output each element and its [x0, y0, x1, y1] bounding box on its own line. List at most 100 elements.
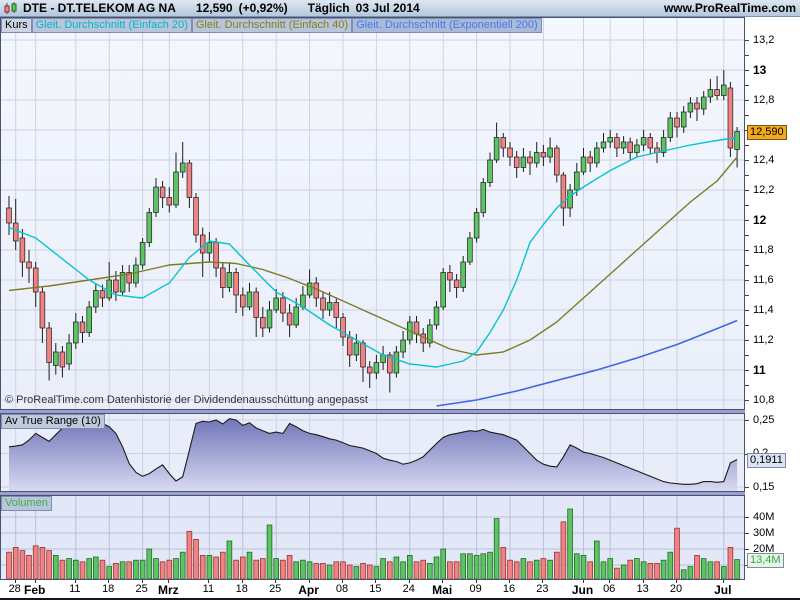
atr-indicator-panel[interactable]: Av True Range (10): [0, 413, 745, 492]
time-axis-label: Jul: [714, 583, 732, 597]
price-axis-tick: [745, 205, 749, 206]
time-axis-tick: [722, 580, 724, 583]
quote-date: 03 Jul 2014: [355, 1, 420, 15]
time-axis-label: Apr: [298, 583, 319, 597]
time-axis-label: 11: [202, 583, 215, 595]
chart-header: DTE - DT.TELEKOM AG NA 12,590 (+0,92%) T…: [0, 0, 800, 17]
atr-axis-label: 0,25: [753, 413, 775, 426]
atr-chart-canvas[interactable]: [1, 414, 744, 491]
price-chart-canvas[interactable]: [1, 18, 744, 409]
panel-separator: [0, 492, 745, 495]
time-axis-label: 18: [235, 583, 248, 595]
indicator-labels-row: Kurs Gleit. Durchschnitt (Einfach 20) Gl…: [1, 18, 542, 33]
time-axis-tick: [442, 580, 444, 583]
time-axis-tick: [14, 580, 16, 583]
time-axis-label: 13: [636, 583, 649, 595]
indicator-label-ema200[interactable]: Gleit. Durchschnitt (Exponentiell 200): [352, 18, 542, 33]
price-axis-label: 11: [753, 362, 766, 377]
time-axis-tick: [542, 580, 544, 583]
candlestick-logo-icon: [3, 1, 19, 15]
time-axis-tick: [208, 580, 210, 583]
current-atr-badge: 0,1911: [747, 452, 786, 468]
time-axis-tick: [342, 580, 343, 583]
price-axis-tick: [745, 295, 749, 296]
time-axis-label: 25: [135, 583, 148, 595]
price-axis-tick: [745, 235, 749, 236]
price-axis-tick: [745, 70, 749, 71]
price-axis-tick: [745, 160, 749, 161]
price-axis-label: 10,8: [753, 393, 775, 406]
price-axis-label: 11,8: [753, 243, 774, 256]
current-price-badge: 12,590: [747, 124, 787, 140]
price-axis-tick: [745, 145, 749, 146]
time-axis-label: 06: [603, 583, 616, 595]
symbol-title: DTE - DT.TELEKOM AG NA: [23, 1, 176, 15]
price-axis-tick: [745, 385, 749, 386]
volume-panel[interactable]: Volumen: [0, 495, 745, 580]
time-axis-label: 28: [8, 583, 21, 595]
time-axis-tick: [308, 580, 310, 583]
time-axis-tick: [475, 580, 477, 583]
time-axis-tick: [141, 580, 143, 583]
change-percent: (+0,92%): [238, 1, 288, 15]
atr-axis-tick: [745, 487, 749, 488]
price-axis-label: 13,2: [753, 33, 775, 46]
volume-axis-tick: [745, 517, 749, 518]
volume-chart-canvas[interactable]: [1, 496, 744, 579]
volume-label[interactable]: Volumen: [1, 496, 52, 511]
volume-axis-tick: [745, 549, 749, 550]
price-axis-tick: [745, 190, 749, 191]
prorealtime-link[interactable]: www.ProRealTime.com: [663, 1, 796, 15]
time-axis-tick: [74, 580, 76, 583]
price-axis-label: 11,2: [753, 333, 774, 346]
time-axis-tick: [408, 580, 410, 583]
time-axis-tick: [582, 580, 584, 583]
time-axis-label: 11: [69, 583, 81, 595]
price-axis-label: 12,2: [753, 183, 775, 196]
price-axis-tick: [745, 355, 749, 356]
volume-axis-tick: [745, 533, 749, 534]
time-axis-tick: [676, 580, 677, 583]
time-axis-label: 09: [469, 583, 482, 595]
price-axis-tick: [745, 325, 749, 326]
last-price: 12,590: [195, 1, 233, 15]
price-chart-panel[interactable]: Kurs Gleit. Durchschnitt (Einfach 20) Gl…: [0, 17, 745, 410]
price-axis-label: 12,8: [753, 93, 775, 106]
timeframe: Täglich: [307, 1, 350, 15]
time-axis-tick: [168, 580, 170, 583]
price-axis-tick: [745, 100, 749, 101]
time-axis-label: 25: [269, 583, 282, 595]
time-axis-label: Mrz: [157, 583, 179, 597]
time-axis-label: 20: [669, 583, 683, 595]
atr-axis: 0,1911 0,250,20,15: [745, 413, 800, 492]
price-axis-label: 11,4: [753, 303, 774, 316]
atr-label[interactable]: Av True Range (10): [1, 414, 105, 429]
price-axis: 12,590 13,21312,812,612,412,21211,811,61…: [745, 17, 800, 410]
price-axis-label: 11,6: [753, 273, 774, 286]
indicator-label-kurs[interactable]: Kurs: [1, 18, 32, 33]
time-axis-tick: [108, 580, 110, 583]
price-axis-tick: [745, 370, 749, 371]
price-axis-tick: [745, 310, 749, 311]
price-axis-tick: [745, 85, 749, 86]
price-axis-tick: [745, 340, 749, 341]
indicator-label-sma20[interactable]: Gleit. Durchschnitt (Einfach 20): [31, 18, 192, 33]
price-axis-tick: [745, 280, 749, 281]
time-axis-label: Jun: [571, 583, 594, 597]
time-axis-label: Feb: [24, 583, 46, 597]
volume-axis-label: 20M: [753, 542, 775, 555]
price-axis-label: 12,4: [753, 153, 775, 166]
panel-separator: [0, 410, 745, 413]
copyright-notice: © ProRealTime.com Datenhistorie der Divi…: [5, 394, 368, 406]
price-axis-tick: [745, 220, 749, 221]
time-axis-label: 16: [502, 583, 516, 595]
atr-axis-tick: [745, 420, 749, 421]
atr-axis-label: 0,15: [753, 480, 775, 493]
volume-axis: 13,4M 40M30M20M10M: [745, 495, 800, 580]
price-axis-tick: [745, 250, 749, 251]
indicator-label-sma40[interactable]: Gleit. Durchschnitt (Einfach 40): [191, 18, 353, 33]
price-axis-tick: [745, 115, 749, 116]
time-axis-tick: [509, 580, 510, 583]
volume-axis-label: 40M: [753, 510, 775, 523]
current-volume-badge: 13,4M: [747, 552, 784, 568]
